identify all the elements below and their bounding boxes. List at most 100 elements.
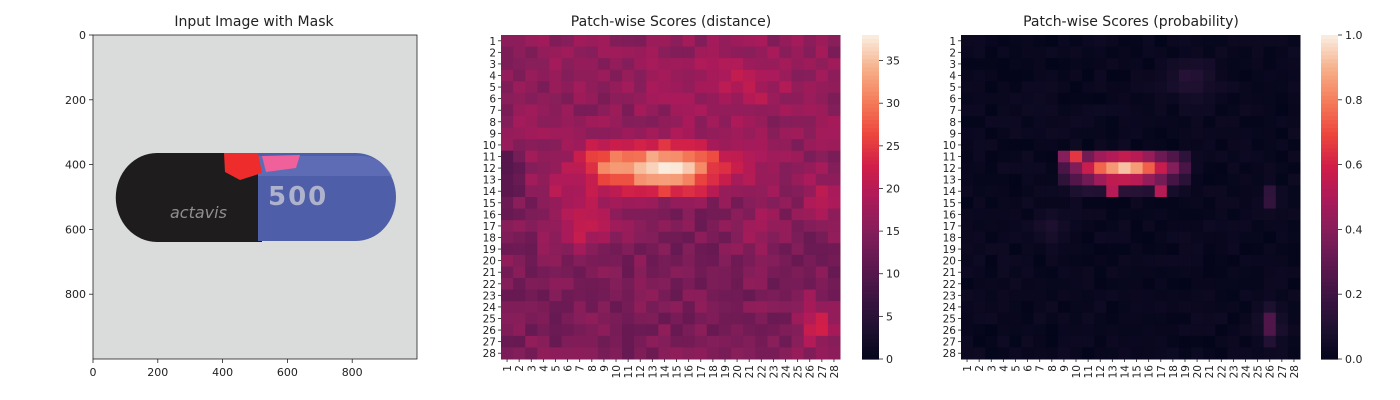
heatmap-cell <box>597 116 611 129</box>
heatmap-cell <box>718 173 732 186</box>
heatmap-cell <box>1215 324 1228 337</box>
heatmap-cell <box>622 46 635 59</box>
heatmap-cell <box>694 347 708 360</box>
heatmap-cell <box>1287 150 1301 163</box>
heatmap-cell <box>501 254 514 267</box>
heatmap-cell <box>1263 266 1277 279</box>
heatmap-cell <box>1275 208 1289 221</box>
heatmap-cell <box>1178 324 1192 337</box>
x-tick-label: 11 <box>1083 365 1095 378</box>
heatmap-cell <box>1251 301 1265 314</box>
heatmap-cell <box>1082 301 1095 314</box>
heatmap-cell <box>961 150 974 163</box>
heatmap-cell <box>961 104 974 117</box>
y-tick-label: 26 <box>483 325 497 337</box>
colorbar-segment <box>862 253 879 259</box>
heatmap-cell <box>573 139 587 152</box>
heatmap-cell <box>803 127 817 140</box>
heatmap-cell <box>561 35 575 48</box>
heatmap-cell <box>1069 46 1083 59</box>
heatmap-cell <box>1082 139 1095 152</box>
heatmap-cell <box>694 58 708 71</box>
heatmap-cell <box>1021 92 1035 105</box>
heatmap-cell <box>1082 335 1095 348</box>
heatmap-cell <box>1251 312 1265 325</box>
heatmap-cell <box>1203 335 1216 348</box>
heatmap-cell <box>827 266 841 279</box>
x-tick-label: 9 <box>599 365 611 372</box>
heatmap-cell <box>609 185 623 198</box>
heatmap-cell <box>622 335 635 348</box>
colorbar-segment <box>1321 249 1338 255</box>
heatmap-cell <box>694 208 708 221</box>
colorbar-segment <box>862 148 879 154</box>
heatmap-cell <box>1069 243 1083 256</box>
heatmap-cell <box>1130 69 1144 82</box>
heatmap-cell <box>1154 278 1168 291</box>
heatmap-cell <box>791 116 805 129</box>
heatmap-cell <box>961 81 974 94</box>
colorbar-segment <box>862 245 879 251</box>
heatmap-cell <box>1203 231 1216 244</box>
heatmap-cell <box>1166 347 1180 360</box>
heatmap-cell <box>985 58 998 71</box>
heatmap-cell <box>791 162 805 175</box>
heatmap-cell <box>525 173 538 186</box>
heatmap-cell <box>706 324 720 337</box>
heatmap-cell <box>1021 243 1035 256</box>
heatmap-cell <box>791 197 805 210</box>
colorbar-segment <box>1321 120 1338 125</box>
colorbar-segment <box>862 124 879 129</box>
colorbar-segment <box>1321 346 1338 352</box>
heatmap-cell <box>1130 254 1144 267</box>
heatmap-cell <box>1154 254 1168 267</box>
heatmap-cell <box>961 312 974 325</box>
heatmap-cell <box>1166 208 1180 221</box>
heatmap-cell <box>549 185 563 198</box>
heatmap-cell <box>1033 347 1047 360</box>
heatmap-cell <box>501 58 514 71</box>
heatmap-cell <box>1118 324 1131 337</box>
heatmap-cell <box>1166 58 1180 71</box>
heatmap-cell <box>1251 46 1265 59</box>
heatmap-cell <box>1142 243 1156 256</box>
heatmap-cell <box>767 92 780 105</box>
heatmap-cell <box>634 127 647 140</box>
heatmap-cell <box>501 69 514 82</box>
heatmap-cell <box>1057 278 1071 291</box>
heatmap-cell <box>1275 278 1289 291</box>
heatmap-cell <box>755 185 768 198</box>
heatmap-cell <box>1287 162 1301 175</box>
heatmap-cell <box>634 324 647 337</box>
heatmap-cell <box>634 208 647 221</box>
heatmap-cell <box>1057 231 1071 244</box>
heatmap-cell <box>622 312 635 325</box>
heatmap-cell <box>1009 220 1023 233</box>
heatmap-cell <box>815 173 829 186</box>
heatmap-cell <box>1263 185 1277 198</box>
heatmap-cell <box>537 301 550 314</box>
y-tick-label: 6 <box>489 94 496 106</box>
heatmap-cell <box>597 243 611 256</box>
heatmap-cell <box>755 139 768 152</box>
heatmap-cell <box>658 127 671 140</box>
heatmap-cell <box>1203 185 1216 198</box>
heatmap-cell <box>1094 301 1107 314</box>
heatmap-cell <box>1033 324 1047 337</box>
heatmap-cell <box>537 254 550 267</box>
heatmap-cell <box>1287 324 1301 337</box>
heatmap-cell <box>561 116 575 129</box>
heatmap-cell <box>634 243 647 256</box>
colorbar-segment <box>862 43 879 48</box>
heatmap-cell <box>573 92 587 105</box>
colorbar-segment <box>862 265 879 271</box>
heatmap-cell <box>1045 58 1059 71</box>
heatmap-cell <box>815 324 829 337</box>
colorbar-tick-label: 25 <box>886 140 900 153</box>
heatmap-cell <box>791 278 805 291</box>
heatmap-cell <box>1215 139 1228 152</box>
x-tick-label: 5 <box>1010 365 1022 372</box>
heatmap-cell <box>1118 162 1131 175</box>
heatmap-cell <box>1178 243 1192 256</box>
heatmap-cell <box>815 81 829 94</box>
